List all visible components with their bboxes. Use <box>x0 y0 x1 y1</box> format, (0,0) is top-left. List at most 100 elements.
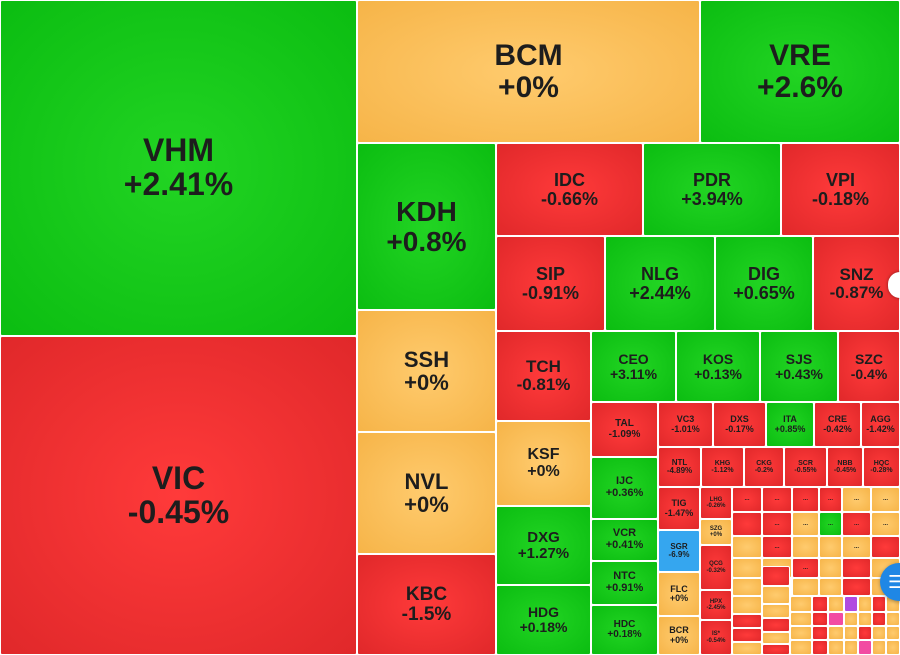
tile-small[interactable]: ... <box>792 558 819 578</box>
tile-small[interactable] <box>762 644 790 655</box>
tile-small[interactable]: ... <box>842 487 871 512</box>
tile-snz[interactable]: SNZ -0.87% <box>813 236 900 331</box>
tile-ceo[interactable]: CEO +3.11% <box>591 331 676 402</box>
tile-szc[interactable]: SZC -0.4% <box>838 331 900 402</box>
tile-small[interactable] <box>842 578 871 596</box>
tile-ntc[interactable]: NTC +0.91% <box>591 561 658 605</box>
tile-bcm[interactable]: BCM +0% <box>357 0 700 143</box>
tile-kdh[interactable]: KDH +0.8% <box>357 143 496 310</box>
tile-cre[interactable]: CRE -0.42% <box>814 402 861 447</box>
tile-sjs[interactable]: SJS +0.43% <box>760 331 838 402</box>
tile-small[interactable] <box>886 612 900 626</box>
tile-tig[interactable]: TIG -1.47% <box>658 487 700 530</box>
tile-small[interactable]: ... <box>762 487 792 512</box>
tile-small[interactable] <box>762 604 790 618</box>
side-panel-handle[interactable] <box>888 272 900 298</box>
tile-flc[interactable]: FLC +0% <box>658 572 700 616</box>
tile-small[interactable]: ... <box>819 487 842 512</box>
tile-ksf[interactable]: KSF +0% <box>496 421 591 506</box>
menu-fab-icon[interactable]: ☰ <box>880 563 900 601</box>
tile-small[interactable] <box>762 618 790 632</box>
tile-qcg[interactable]: QCG -0.32% <box>700 545 732 590</box>
tile-dig[interactable]: DIG +0.65% <box>715 236 813 331</box>
tile-vre[interactable]: VRE +2.6% <box>700 0 900 143</box>
tile-vpi[interactable]: VPI -0.18% <box>781 143 900 236</box>
tile-ijc[interactable]: IJC +0.36% <box>591 457 658 519</box>
tile-small[interactable] <box>858 626 872 640</box>
tile-nlg[interactable]: NLG +2.44% <box>605 236 715 331</box>
tile-pdr[interactable]: PDR +3.94% <box>643 143 781 236</box>
tile-small[interactable] <box>732 512 762 536</box>
tile-small[interactable] <box>812 640 828 655</box>
tile-small[interactable]: ... <box>842 512 871 536</box>
tile-small[interactable]: ... <box>871 512 900 536</box>
tile-dxs[interactable]: DXS -0.17% <box>713 402 766 447</box>
tile-hdc[interactable]: HDC +0.18% <box>591 605 658 655</box>
tile-small[interactable] <box>819 536 842 558</box>
tile-kos[interactable]: KOS +0.13% <box>676 331 760 402</box>
tile-small[interactable] <box>858 596 872 612</box>
tile-ita[interactable]: ITA +0.85% <box>766 402 814 447</box>
tile-small[interactable] <box>844 596 858 612</box>
tile-small[interactable] <box>762 632 790 644</box>
tile-small[interactable] <box>812 626 828 640</box>
tile-small[interactable] <box>819 578 842 596</box>
tile-dxg[interactable]: DXG +1.27% <box>496 506 591 585</box>
tile-small[interactable] <box>812 596 828 612</box>
tile-small[interactable] <box>872 612 886 626</box>
tile-small[interactable] <box>762 566 790 586</box>
tile-small[interactable] <box>732 558 762 578</box>
tile-small[interactable] <box>828 626 844 640</box>
tile-small[interactable]: ... <box>732 487 762 512</box>
tile-agg[interactable]: AGG -1.42% <box>861 402 900 447</box>
tile-small[interactable]: ... <box>842 536 871 558</box>
tile-nbb[interactable]: NBB -0.45% <box>827 447 863 487</box>
tile-small[interactable]: ... <box>871 487 900 512</box>
tile-is[interactable]: IS* -0.54% <box>700 620 732 655</box>
tile-small[interactable]: ... <box>792 487 819 512</box>
tile-small[interactable] <box>732 614 762 628</box>
tile-hpx[interactable]: HPX -2.45% <box>700 590 732 620</box>
tile-small[interactable] <box>792 578 819 596</box>
tile-small[interactable] <box>844 640 858 655</box>
tile-ckg[interactable]: CKG -0.2% <box>744 447 784 487</box>
tile-vic[interactable]: VIC -0.45% <box>0 336 357 655</box>
tile-vc3[interactable]: VC3 -1.01% <box>658 402 713 447</box>
tile-small[interactable] <box>790 612 812 626</box>
tile-idc[interactable]: IDC -0.66% <box>496 143 643 236</box>
tile-small[interactable] <box>732 578 762 596</box>
tile-small[interactable] <box>828 612 844 626</box>
tile-small[interactable] <box>819 558 842 578</box>
tile-small[interactable] <box>790 596 812 612</box>
tile-nvl[interactable]: NVL +0% <box>357 432 496 554</box>
tile-small[interactable] <box>872 626 886 640</box>
tile-khg[interactable]: KHG -1.12% <box>701 447 744 487</box>
tile-small[interactable] <box>828 640 844 655</box>
tile-small[interactable]: ... <box>792 512 819 536</box>
tile-small[interactable] <box>886 640 900 655</box>
tile-small[interactable] <box>871 536 900 558</box>
tile-ntl[interactable]: NTL -4.89% <box>658 447 701 487</box>
tile-ssh[interactable]: SSH +0% <box>357 310 496 432</box>
tile-bcr[interactable]: BCR +0% <box>658 616 700 655</box>
tile-vcr[interactable]: VCR +0.41% <box>591 519 658 561</box>
tile-szg[interactable]: SZG +0% <box>700 519 732 545</box>
tile-small[interactable] <box>844 612 858 626</box>
tile-hqc[interactable]: HQC -0.28% <box>863 447 900 487</box>
tile-small[interactable] <box>844 626 858 640</box>
tile-small[interactable] <box>792 536 819 558</box>
tile-small[interactable] <box>828 596 844 612</box>
tile-small[interactable] <box>732 536 762 558</box>
tile-small[interactable] <box>812 612 828 626</box>
tile-small[interactable] <box>886 626 900 640</box>
tile-small[interactable] <box>790 640 812 655</box>
tile-sip[interactable]: SIP -0.91% <box>496 236 605 331</box>
tile-small[interactable] <box>732 642 762 655</box>
tile-small[interactable]: ... <box>762 536 792 558</box>
tile-tal[interactable]: TAL -1.09% <box>591 402 658 457</box>
tile-vhm[interactable]: VHM +2.41% <box>0 0 357 336</box>
tile-small[interactable] <box>842 558 871 578</box>
tile-small[interactable] <box>790 626 812 640</box>
tile-small[interactable] <box>858 640 872 655</box>
tile-small[interactable] <box>872 596 886 612</box>
